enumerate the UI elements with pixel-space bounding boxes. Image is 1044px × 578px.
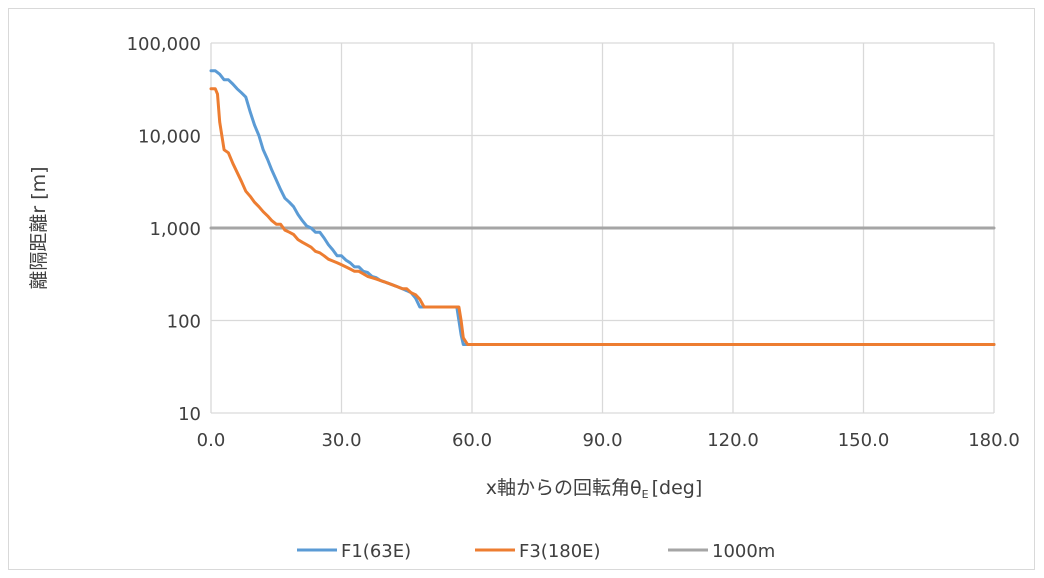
- series-lines: [209, 69, 996, 346]
- y-tick-label: 100,000: [127, 34, 201, 55]
- x-tick-label: 0.0: [197, 430, 226, 451]
- y-tick-label: 1,000: [149, 219, 201, 240]
- x-axis-title-unit: [deg]: [652, 477, 703, 499]
- x-tick-label: 180.0: [968, 430, 1020, 451]
- series-line-f3-180e-: [209, 87, 996, 346]
- tick-labels: 10 100 1,000 10,000 100,000 0.0 30.0 60.0 90.0 12…: [127, 34, 1020, 451]
- x-tick-label: 120.0: [707, 430, 759, 451]
- x-tick-label: 90.0: [582, 430, 622, 451]
- x-axis-title: x軸からの回転角θE [deg]: [486, 477, 702, 501]
- y-axis-title: 離隔距離r [m]: [28, 166, 50, 289]
- x-tick-label: 60.0: [452, 430, 492, 451]
- legend-label: F1(63E): [341, 541, 411, 562]
- legend: F1(63E) F3(180E) 1000m: [297, 541, 775, 562]
- y-tick-label: 10: [178, 404, 201, 425]
- y-tick-label: 10,000: [138, 127, 201, 148]
- x-tick-label: 30.0: [321, 430, 361, 451]
- x-axis-title-main: x軸からの回転角θ: [486, 477, 642, 499]
- y-tick-label: 100: [167, 312, 201, 333]
- x-tick-label: 150.0: [838, 430, 890, 451]
- legend-label: 1000m: [712, 541, 775, 562]
- legend-label: F3(180E): [519, 541, 601, 562]
- x-axis-title-subscript: E: [642, 488, 649, 501]
